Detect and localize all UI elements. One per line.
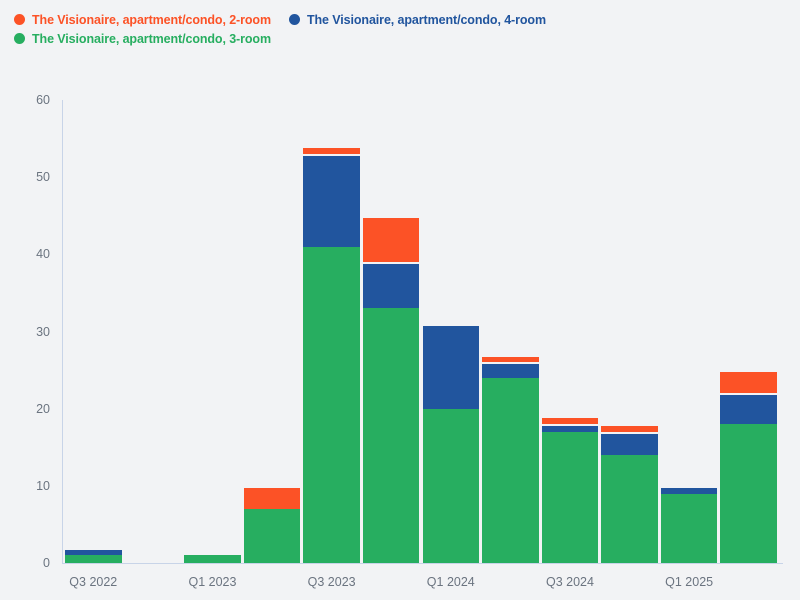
bar-segment-2-room[interactable]	[243, 485, 301, 509]
legend-item-label: The Visionaire, apartment/condo, 4-room	[306, 12, 546, 27]
bar-segment-2-room[interactable]	[303, 146, 360, 155]
bar-column[interactable]	[541, 416, 599, 563]
bar-column[interactable]	[660, 485, 718, 563]
x-axis-tick-label: Q1 2023	[188, 575, 237, 589]
bar-segment-2-room[interactable]	[601, 424, 658, 432]
bar-segment-2-room[interactable]	[482, 354, 539, 363]
bar-segment-3-room[interactable]	[184, 555, 241, 563]
bar-column[interactable]	[362, 215, 420, 563]
legend-item-2-room[interactable]: The Visionaire, apartment/condo, 2-room	[14, 10, 271, 29]
bar-segment-3-room[interactable]	[65, 555, 122, 563]
bar-segment-3-room[interactable]	[422, 408, 480, 563]
bar-segment-3-room[interactable]	[482, 377, 539, 563]
bar-segment-3-room[interactable]	[541, 431, 599, 563]
bar-segment-3-room[interactable]	[303, 246, 360, 563]
bar-segment-4-room[interactable]	[65, 547, 122, 556]
legend-swatch-icon	[288, 14, 300, 25]
bar-column[interactable]	[720, 370, 777, 563]
plot-area: 0 10 20 30 40 50 60 Q3 2022 Q1 2023 Q3 2023 Q1 20…	[36, 93, 783, 589]
legend-item-4-room[interactable]: The Visionaire, apartment/condo, 4-room	[288, 10, 546, 29]
x-axis-tick-label: Q1 2025	[665, 575, 714, 589]
y-axis-tick-label: 10	[36, 478, 50, 493]
bar-segment-4-room[interactable]	[601, 431, 658, 455]
bar-column[interactable]	[422, 323, 480, 563]
y-axis-line	[62, 100, 63, 563]
bar-column[interactable]	[482, 354, 539, 563]
bar-segment-4-room[interactable]	[541, 424, 599, 432]
legend-swatch-icon	[14, 33, 25, 44]
y-axis-tick-label: 20	[36, 401, 50, 416]
bar-segment-3-room[interactable]	[362, 308, 420, 563]
chart-legend: The Visionaire, apartment/condo, 2-room T…	[14, 10, 784, 48]
bar-segment-4-room[interactable]	[362, 262, 420, 309]
x-axis-tick-label: Q3 2023	[307, 575, 356, 589]
bar-segment-3-room[interactable]	[720, 424, 777, 563]
legend-item-label: The Visionaire, apartment/condo, 2-room	[32, 12, 271, 27]
bar-segment-3-room[interactable]	[243, 508, 301, 563]
x-axis-tick-label: Q3 2022	[69, 575, 118, 589]
bar-segment-4-room[interactable]	[482, 362, 539, 378]
x-axis-line	[62, 563, 783, 564]
bar-column[interactable]	[601, 424, 658, 563]
bar-segment-3-room[interactable]	[660, 493, 718, 563]
y-axis-tick-label: 30	[36, 324, 50, 339]
y-axis-tick-label: 50	[36, 170, 50, 185]
y-axis-tick-label: 60	[36, 93, 50, 107]
legend-item-3-room[interactable]: The Visionaire, apartment/condo, 3-room	[14, 29, 271, 48]
bar-segment-3-room[interactable]	[601, 454, 658, 563]
bar-segment-2-room[interactable]	[541, 416, 599, 425]
y-axis-tick-label: 40	[36, 247, 50, 262]
bar-column[interactable]	[184, 555, 241, 563]
x-axis-tick-label: Q3 2024	[545, 575, 594, 589]
bar-column[interactable]	[303, 146, 360, 563]
legend-item-label: The Visionaire, apartment/condo, 3-room	[32, 31, 271, 46]
bar-segment-4-room[interactable]	[422, 323, 480, 409]
legend-swatch-icon	[14, 14, 25, 25]
bar-series-group	[65, 100, 780, 563]
bar-segment-4-room[interactable]	[660, 485, 718, 494]
bar-column[interactable]	[65, 547, 122, 563]
bar-segment-2-room[interactable]	[362, 215, 420, 263]
bar-segment-4-room[interactable]	[720, 393, 777, 425]
y-axis-tick-label: 0	[43, 556, 50, 570]
bar-column[interactable]	[243, 485, 301, 563]
x-axis-tick-label: Q1 2024	[426, 575, 475, 589]
bar-segment-2-room[interactable]	[720, 370, 777, 394]
bar-segment-4-room[interactable]	[303, 154, 360, 247]
